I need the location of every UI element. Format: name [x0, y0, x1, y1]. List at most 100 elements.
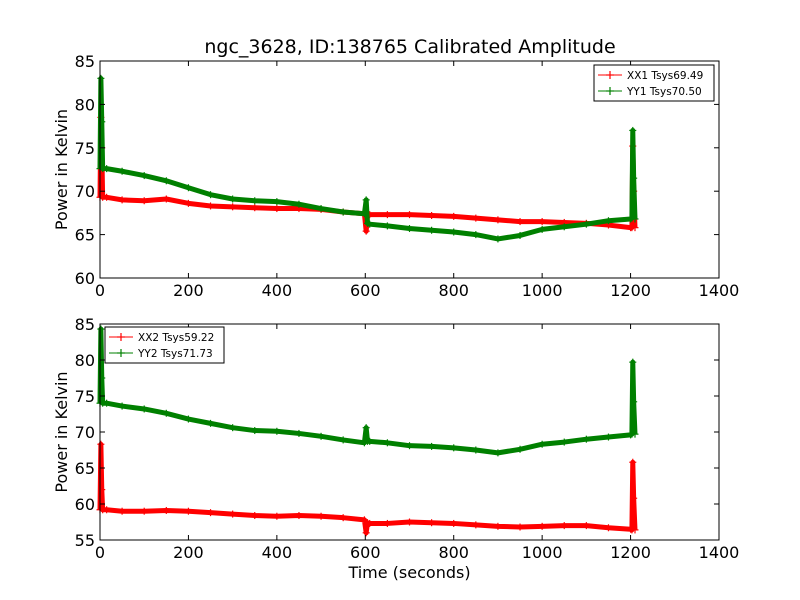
data-point: [98, 374, 106, 382]
y-tick-label: 70: [75, 182, 95, 201]
x-tick-label: 1200: [610, 543, 651, 562]
data-point: [631, 224, 639, 232]
data-point: [317, 205, 325, 213]
data-point: [317, 432, 325, 440]
data-point: [362, 424, 370, 432]
data-point: [362, 529, 370, 537]
x-tick-label: 1200: [610, 281, 651, 300]
legend-1: XX2 Tsys59.22 YY2 Tsys71.73: [104, 326, 225, 364]
data-point: [629, 126, 637, 134]
data-point: [516, 523, 524, 531]
legend-entry: YY2 Tsys71.73: [109, 348, 213, 360]
data-point: [229, 510, 237, 518]
top-panel: 0 200 400 600 800 1000 1200 1400 60 65 70 75 80 85 Pow…: [52, 52, 739, 300]
data-point: [516, 218, 524, 226]
x-tick-label: 1400: [699, 281, 740, 300]
legend-0: XX1 Tsys69.49 YY1 Tsys70.50: [593, 64, 715, 102]
data-point: [383, 211, 391, 219]
data-point: [428, 442, 436, 450]
data-point: [98, 486, 106, 494]
x-axis-label: Time (seconds): [347, 563, 470, 582]
data-point: [97, 74, 105, 82]
data-point: [184, 507, 192, 515]
data-point: [98, 118, 106, 126]
data-point: [103, 399, 111, 407]
data-point: [629, 358, 637, 366]
data-point: [162, 195, 170, 203]
data-point: [406, 225, 413, 233]
data-point: [628, 214, 636, 222]
data-point: [428, 226, 436, 234]
data-point: [140, 507, 148, 515]
data-point: [273, 198, 281, 206]
chart-title: ngc_3628, ID:138765 Calibrated Amplitude: [204, 36, 615, 58]
data-point: [472, 521, 480, 529]
data-point: [362, 227, 370, 235]
data-point: [631, 215, 639, 223]
x-tick-label: 800: [438, 543, 469, 562]
data-point: [295, 200, 303, 208]
data-point: [538, 440, 546, 448]
data-point: [406, 442, 413, 450]
bottom-panel: 0 200 400 600 800 1000 1200 1400 55 60 65 70 75 80 85 P…: [52, 315, 739, 582]
y-tick-label: 60: [75, 495, 95, 514]
x-tick-label: 1400: [699, 543, 740, 562]
data-point: [207, 191, 215, 199]
series-0-1: [96, 74, 639, 243]
y-tick-label: 55: [75, 531, 95, 550]
x-tick-label: 400: [262, 543, 293, 562]
data-point: [184, 184, 192, 192]
series-line-0-1: [99, 78, 636, 240]
data-point: [450, 444, 458, 452]
x-tick-label: 600: [350, 543, 381, 562]
x-tick-label: 800: [438, 281, 469, 300]
data-point: [629, 458, 637, 466]
data-point: [516, 231, 524, 239]
data-point: [631, 526, 639, 534]
data-point: [97, 325, 105, 333]
data-point: [428, 519, 436, 527]
legend-label: YY1 Tsys70.50: [626, 86, 702, 98]
x-tick-label: 600: [350, 281, 381, 300]
data-point: [103, 193, 111, 201]
y-tick-label: 75: [75, 387, 95, 406]
data-point: [97, 440, 105, 448]
data-point: [118, 196, 126, 204]
data-point: [251, 204, 259, 212]
data-point: [560, 522, 568, 530]
data-point: [604, 217, 612, 225]
data-point: [627, 525, 635, 533]
y-tick-label: 60: [75, 269, 95, 288]
data-point: [472, 214, 480, 222]
data-point: [406, 211, 413, 219]
data-point: [538, 218, 546, 226]
data-point: [184, 415, 192, 423]
y-axis-label: Power in Kelvin: [52, 371, 71, 492]
data-point: [339, 208, 347, 216]
y-tick-label: 80: [75, 351, 95, 370]
y-tick-label: 85: [75, 315, 95, 334]
data-point: [317, 512, 325, 520]
data-point: [383, 519, 391, 527]
y-tick-label: 80: [75, 95, 95, 114]
legend-box: [104, 326, 225, 364]
data-point: [162, 409, 170, 417]
data-point: [494, 522, 502, 530]
data-point: [229, 203, 237, 211]
series-line-1-1: [99, 329, 636, 454]
series-1-1: [96, 325, 639, 457]
data-point: [450, 519, 458, 527]
data-point: [582, 522, 590, 530]
data-point: [273, 512, 281, 520]
legend-entry: XX1 Tsys69.49: [598, 70, 703, 82]
data-point: [273, 427, 281, 435]
legend-entry: XX2 Tsys59.22: [109, 332, 214, 344]
data-point: [118, 507, 126, 515]
data-point: [184, 199, 192, 207]
series-1-0: [96, 440, 639, 537]
data-point: [631, 430, 639, 438]
data-point: [560, 223, 568, 231]
x-tick-label: 400: [262, 281, 293, 300]
data-point: [604, 433, 612, 441]
data-point: [538, 225, 546, 233]
